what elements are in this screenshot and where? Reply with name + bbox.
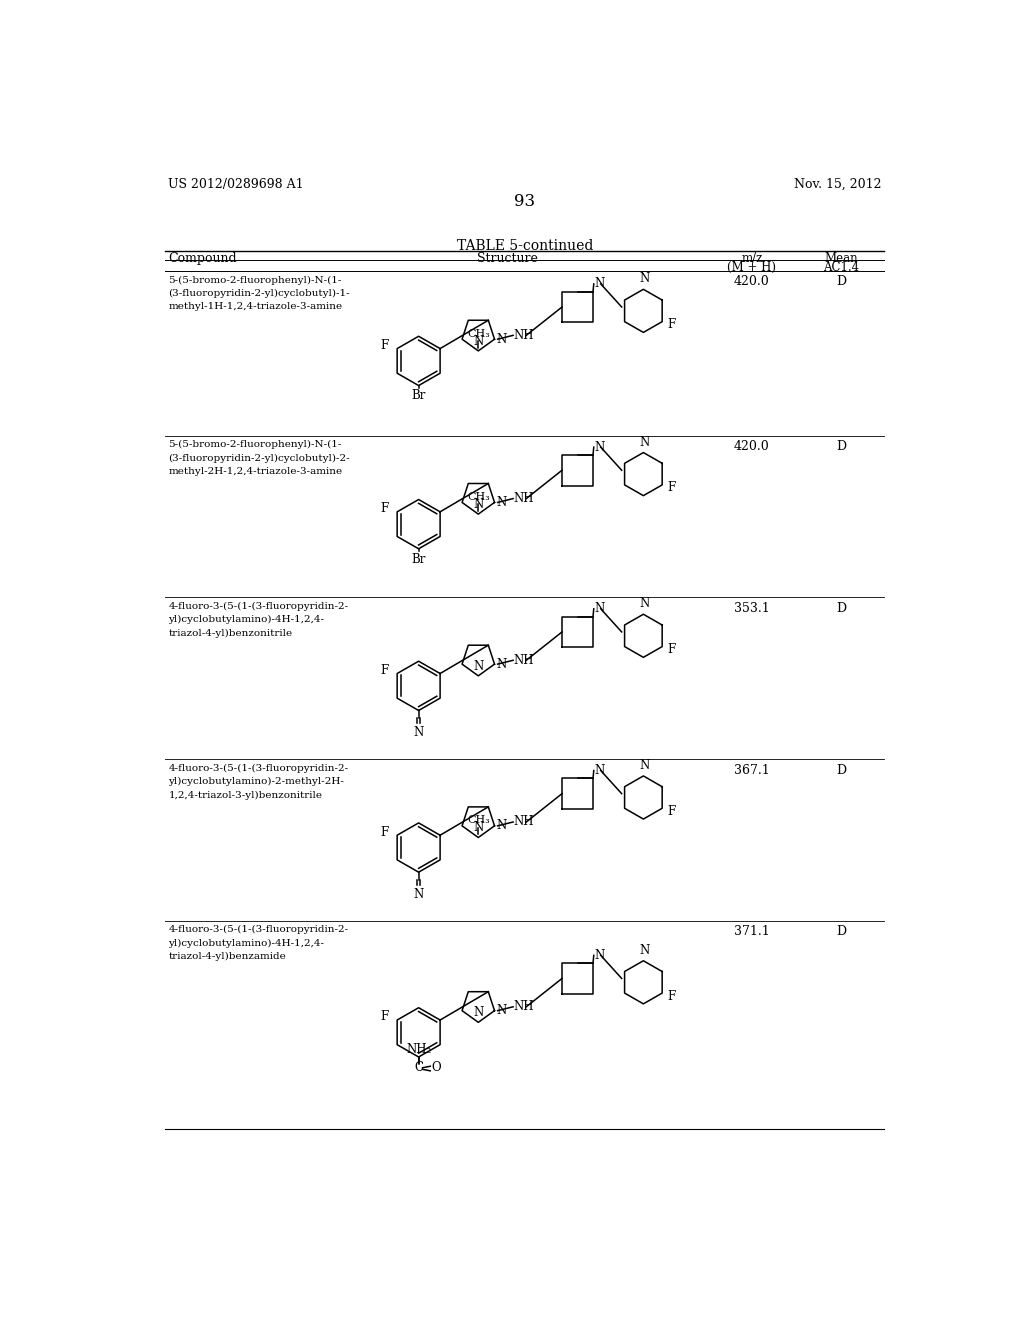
Text: Br: Br — [412, 553, 426, 566]
Text: m/z: m/z — [741, 252, 763, 265]
Text: N: N — [640, 436, 650, 449]
Text: N: N — [595, 949, 605, 962]
Text: N: N — [497, 657, 507, 671]
Text: 353.1: 353.1 — [734, 602, 770, 615]
Text: 420.0: 420.0 — [734, 441, 770, 453]
Text: F: F — [668, 805, 676, 818]
Text: Compound: Compound — [168, 252, 237, 265]
Text: F: F — [668, 990, 676, 1003]
Text: Mean: Mean — [824, 252, 858, 265]
Text: NH: NH — [514, 653, 535, 667]
Text: N: N — [595, 277, 605, 290]
Text: Nov. 15, 2012: Nov. 15, 2012 — [794, 178, 882, 190]
Text: TABLE 5-continued: TABLE 5-continued — [457, 239, 593, 253]
Text: CH₃: CH₃ — [467, 816, 489, 825]
Text: D: D — [836, 925, 846, 939]
Text: 93: 93 — [514, 193, 536, 210]
Text: N: N — [473, 498, 483, 511]
Text: N: N — [640, 759, 650, 772]
Text: NH₂: NH₂ — [406, 1043, 431, 1056]
Text: Br: Br — [412, 389, 426, 403]
Text: 371.1: 371.1 — [734, 925, 770, 939]
Text: N: N — [414, 726, 424, 739]
Text: AC1.4: AC1.4 — [823, 261, 859, 273]
Text: N: N — [595, 441, 605, 454]
Text: NH: NH — [514, 329, 535, 342]
Text: NH: NH — [514, 492, 535, 506]
Text: (M + H): (M + H) — [727, 261, 776, 273]
Text: N: N — [473, 1006, 483, 1019]
Text: NH: NH — [514, 1001, 535, 1014]
Text: N: N — [497, 333, 507, 346]
Text: 5-(5-bromo-2-fluorophenyl)-N-(1-
(3-fluoropyridin-2-yl)cyclobutyl)-2-
methyl-2H-: 5-(5-bromo-2-fluorophenyl)-N-(1- (3-fluo… — [168, 441, 350, 477]
Text: N: N — [473, 660, 483, 673]
Text: N: N — [497, 820, 507, 833]
Text: N: N — [640, 598, 650, 610]
Text: N: N — [497, 496, 507, 510]
Text: 5-(5-bromo-2-fluorophenyl)-N-(1-
(3-fluoropyridin-2-yl)cyclobutyl)-1-
methyl-1H-: 5-(5-bromo-2-fluorophenyl)-N-(1- (3-fluo… — [168, 276, 350, 312]
Text: N: N — [595, 602, 605, 615]
Text: 367.1: 367.1 — [734, 763, 770, 776]
Text: NH: NH — [514, 816, 535, 829]
Text: F: F — [668, 643, 676, 656]
Text: C: C — [414, 1061, 423, 1074]
Text: N: N — [640, 944, 650, 957]
Text: 420.0: 420.0 — [734, 276, 770, 289]
Text: N: N — [473, 335, 483, 348]
Text: D: D — [836, 763, 846, 776]
Text: US 2012/0289698 A1: US 2012/0289698 A1 — [168, 178, 304, 190]
Text: Structure: Structure — [477, 252, 539, 265]
Text: N: N — [595, 764, 605, 777]
Text: N: N — [473, 821, 483, 834]
Text: F: F — [381, 502, 389, 515]
Text: CH₃: CH₃ — [467, 492, 489, 502]
Text: F: F — [381, 1010, 389, 1023]
Text: F: F — [668, 482, 676, 495]
Text: F: F — [381, 664, 389, 677]
Text: 4-fluoro-3-(5-(1-(3-fluoropyridin-2-
yl)cyclobutylamino)-2-methyl-2H-
1,2,4-tria: 4-fluoro-3-(5-(1-(3-fluoropyridin-2- yl)… — [168, 763, 348, 800]
Text: O: O — [431, 1061, 440, 1074]
Text: 4-fluoro-3-(5-(1-(3-fluoropyridin-2-
yl)cyclobutylamino)-4H-1,2,4-
triazol-4-yl): 4-fluoro-3-(5-(1-(3-fluoropyridin-2- yl)… — [168, 925, 348, 961]
Text: N: N — [497, 1005, 507, 1018]
Text: F: F — [668, 318, 676, 331]
Text: F: F — [381, 339, 389, 352]
Text: D: D — [836, 276, 846, 289]
Text: 4-fluoro-3-(5-(1-(3-fluoropyridin-2-
yl)cyclobutylamino)-4H-1,2,4-
triazol-4-yl): 4-fluoro-3-(5-(1-(3-fluoropyridin-2- yl)… — [168, 602, 348, 638]
Text: D: D — [836, 441, 846, 453]
Text: CH₃: CH₃ — [467, 329, 489, 339]
Text: F: F — [381, 825, 389, 838]
Text: N: N — [414, 887, 424, 900]
Text: N: N — [640, 272, 650, 285]
Text: D: D — [836, 602, 846, 615]
